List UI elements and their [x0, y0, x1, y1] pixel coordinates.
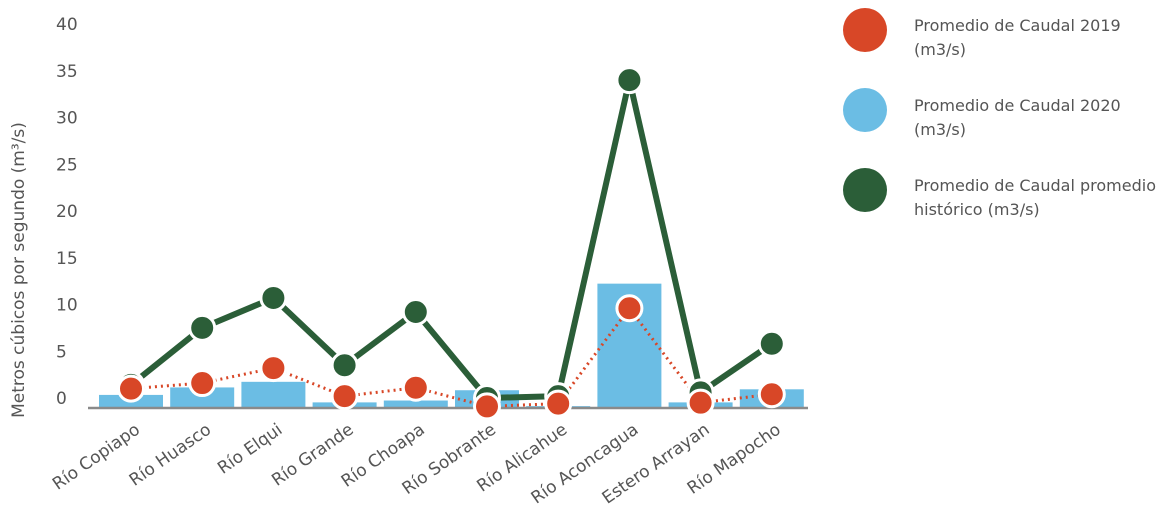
y-tick-label: 35 — [56, 62, 78, 82]
y-tick-label: 25 — [56, 155, 78, 175]
legend-marker-icon — [843, 88, 887, 132]
x-tick-label: Río Copiapo — [49, 420, 144, 495]
line-series — [117, 66, 786, 421]
data-point — [330, 382, 359, 411]
data-point — [259, 354, 288, 383]
y-tick-label: 15 — [56, 249, 78, 269]
legend-marker-icon — [843, 168, 887, 212]
y-tick-label: 20 — [56, 202, 78, 222]
data-point — [544, 389, 573, 418]
y-tick-label: 10 — [56, 296, 78, 316]
bar — [241, 381, 306, 408]
bar — [170, 387, 235, 408]
data-point — [188, 313, 217, 342]
y-tick-label: 0 — [56, 389, 67, 409]
bar — [383, 400, 448, 408]
data-point — [401, 373, 430, 402]
data-point — [188, 369, 217, 398]
y-tick-label: 30 — [56, 109, 78, 129]
data-point — [473, 392, 501, 421]
legend-item-2019: Promedio de Caudal 2019 (m3/s) — [835, 8, 1165, 88]
data-point — [686, 388, 715, 417]
data-point — [330, 351, 359, 380]
y-axis-label: Metros cúbicos por segundo (m³/s) — [9, 122, 29, 418]
data-point — [259, 283, 288, 312]
legend-marker-icon — [843, 8, 887, 52]
legend-item-historico: Promedio de Caudal promedio histórico (m… — [835, 168, 1165, 248]
combo-chart: 0 5 10 15 20 25 30 35 40 Metros cúbicos por segu… — [9, 15, 808, 509]
y-tick-label: 40 — [56, 15, 78, 35]
y-axis-ticks: 0 5 10 15 20 25 30 35 40 — [56, 15, 78, 409]
y-tick-label: 5 — [56, 342, 67, 362]
legend-label: Promedio de Caudal 2019 (m3/s) — [914, 16, 1121, 59]
data-point — [757, 329, 786, 358]
series-line — [129, 77, 774, 401]
data-point — [757, 380, 786, 409]
data-point — [401, 297, 430, 326]
legend-label: Promedio de Caudal 2020 (m3/s) — [914, 96, 1121, 139]
legend-label: Promedio de Caudal promedio histórico (m… — [914, 176, 1156, 219]
legend: Promedio de Caudal 2019 (m3/s) Promedio … — [835, 8, 1165, 248]
legend-item-2020: Promedio de Caudal 2020 (m3/s) — [835, 88, 1165, 168]
data-point — [615, 66, 644, 95]
data-point — [615, 294, 644, 323]
data-point — [117, 374, 145, 403]
